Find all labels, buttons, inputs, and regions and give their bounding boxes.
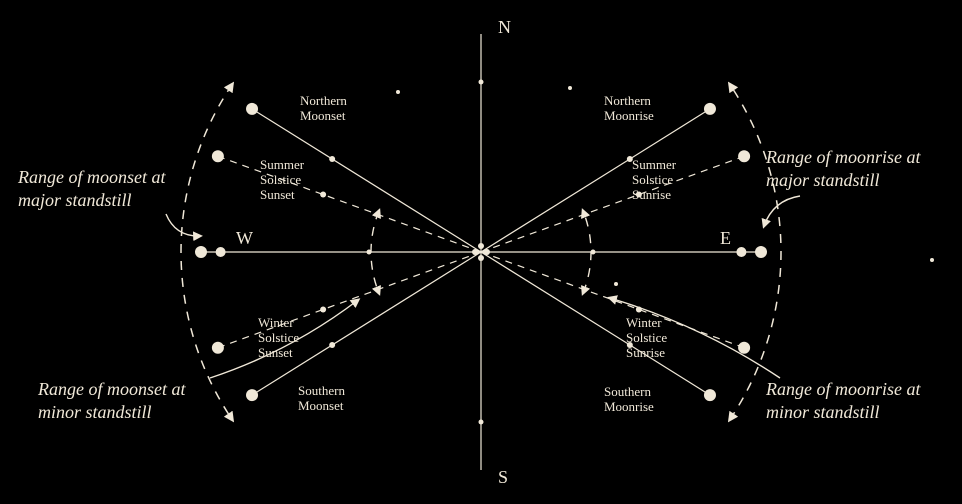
label-winter-solstice-sunrise: WinterSolsticeSunrise [626, 316, 667, 361]
label-northern-moonrise: NorthernMoonrise [604, 94, 654, 124]
ray-ws-rise [481, 252, 744, 348]
label-moonrise-major: Range of moonrise atmajor standstill [766, 146, 921, 191]
ray-ss-set [218, 156, 481, 252]
label-summer-solstice-sunset: SummerSolsticeSunset [260, 158, 304, 203]
label-moonset-major: Range of moonset atmajor standstill [18, 166, 165, 211]
label-moonrise-minor: Range of moonrise atminor standstill [766, 378, 921, 423]
cardinal-w: W [236, 228, 253, 249]
label-summer-solstice-sunrise: SummerSolsticeSunrise [632, 158, 676, 203]
ray-sm-rise [481, 252, 710, 395]
label-southern-moonrise: SouthernMoonrise [604, 385, 654, 415]
label-moonset-minor: Range of moonset atminor standstill [38, 378, 185, 423]
label-southern-moonset: SouthernMoonset [298, 384, 345, 414]
lunar-standstill-diagram [0, 0, 962, 504]
label-northern-moonset: NorthernMoonset [300, 94, 347, 124]
label-winter-solstice-sunset: WinterSolsticeSunset [258, 316, 299, 361]
cardinal-n: N [498, 17, 511, 38]
ray-ss-rise [481, 156, 744, 252]
cardinal-s: S [498, 467, 508, 488]
cardinal-e: E [720, 228, 731, 249]
ptr-major-right [764, 196, 800, 226]
